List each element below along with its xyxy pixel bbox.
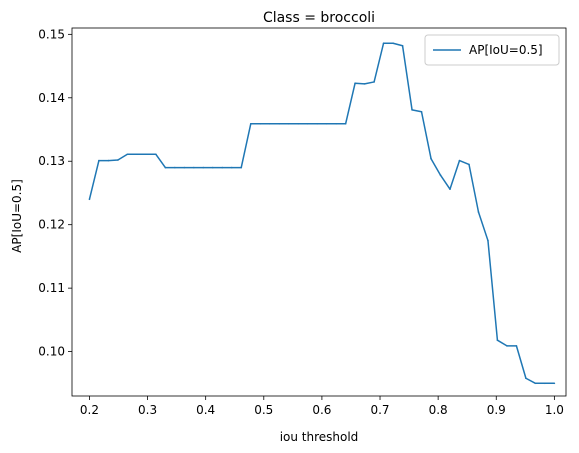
data-point xyxy=(136,153,138,156)
x-axis-ticks: 0.2 0.3 0.4 0.5 0.6 0.7 0.8 0.9 1.0 xyxy=(80,396,564,417)
data-point xyxy=(392,42,394,45)
legend-label: AP[IoU=0.5] xyxy=(469,43,543,57)
y-tick-label: 0.11 xyxy=(38,281,65,295)
x-tick-label: 0.3 xyxy=(138,403,157,417)
data-point xyxy=(211,166,214,169)
x-tick-label: 1.0 xyxy=(545,403,564,417)
y-tick-label: 0.13 xyxy=(38,154,65,168)
data-point xyxy=(506,345,508,347)
data-point xyxy=(287,123,290,125)
data-point xyxy=(525,377,527,380)
data-point xyxy=(401,44,404,47)
data-point xyxy=(297,123,299,125)
data-point xyxy=(553,382,556,385)
data-point xyxy=(268,123,271,125)
data-point xyxy=(382,42,385,45)
y-tick-label: 0.15 xyxy=(38,27,65,41)
chart-title: Class = broccoli xyxy=(263,10,375,26)
data-point xyxy=(487,239,489,242)
data-point xyxy=(344,123,347,125)
x-tick-label: 0.6 xyxy=(312,403,331,417)
x-tick-label: 0.5 xyxy=(254,403,273,417)
data-point xyxy=(193,166,195,169)
data-point xyxy=(88,198,91,201)
data-point xyxy=(278,123,280,125)
data-point xyxy=(515,345,518,347)
data-point xyxy=(259,123,262,125)
x-tick-label: 0.4 xyxy=(196,403,215,417)
data-point xyxy=(373,81,375,83)
data-point xyxy=(449,188,451,190)
series-line xyxy=(88,42,555,385)
data-point xyxy=(221,166,224,169)
data-point xyxy=(230,166,233,169)
data-point xyxy=(107,159,110,162)
data-point xyxy=(458,159,461,162)
plot-frame xyxy=(72,28,566,396)
legend-box xyxy=(424,34,560,66)
data-point xyxy=(335,123,337,125)
data-point xyxy=(117,159,119,161)
data-point xyxy=(155,153,157,156)
data-point xyxy=(202,166,205,169)
data-point xyxy=(477,211,480,213)
data-point xyxy=(164,166,167,169)
plot-area: 0.2 0.3 0.4 0.5 0.6 0.7 0.8 0.9 1.0 0.10 0.11 0.12… xyxy=(38,27,567,417)
data-point xyxy=(439,174,442,176)
y-axis-label: AP[IoU=0.5] xyxy=(10,179,24,253)
data-point xyxy=(98,159,100,162)
data-point xyxy=(544,382,546,385)
x-axis-label: iou threshold xyxy=(280,430,359,444)
x-tick-label: 0.2 xyxy=(80,403,99,417)
data-point xyxy=(306,123,309,125)
data-point xyxy=(430,157,432,160)
data-point xyxy=(496,339,499,341)
data-point xyxy=(468,163,470,166)
series-layer xyxy=(88,42,556,385)
y-tick-label: 0.14 xyxy=(38,91,65,105)
data-point xyxy=(145,153,148,156)
data-point xyxy=(363,83,366,85)
data-point xyxy=(126,153,129,156)
data-point xyxy=(249,123,252,125)
data-point xyxy=(325,123,328,125)
legend: AP[IoU=0.5] xyxy=(424,34,560,66)
y-axis-ticks: 0.10 0.11 0.12 0.13 0.14 0.15 xyxy=(38,27,72,359)
data-point xyxy=(534,382,537,385)
x-tick-label: 0.7 xyxy=(370,403,389,417)
data-point xyxy=(174,166,176,169)
data-point xyxy=(354,82,356,84)
data-point xyxy=(240,166,243,169)
x-tick-label: 0.9 xyxy=(487,403,506,417)
y-tick-label: 0.12 xyxy=(38,218,65,232)
data-point xyxy=(411,109,413,111)
data-point xyxy=(316,123,318,125)
y-tick-label: 0.10 xyxy=(38,345,65,359)
x-tick-label: 0.8 xyxy=(429,403,448,417)
data-point xyxy=(420,110,423,113)
plot-border xyxy=(71,27,567,397)
data-point xyxy=(183,166,186,169)
